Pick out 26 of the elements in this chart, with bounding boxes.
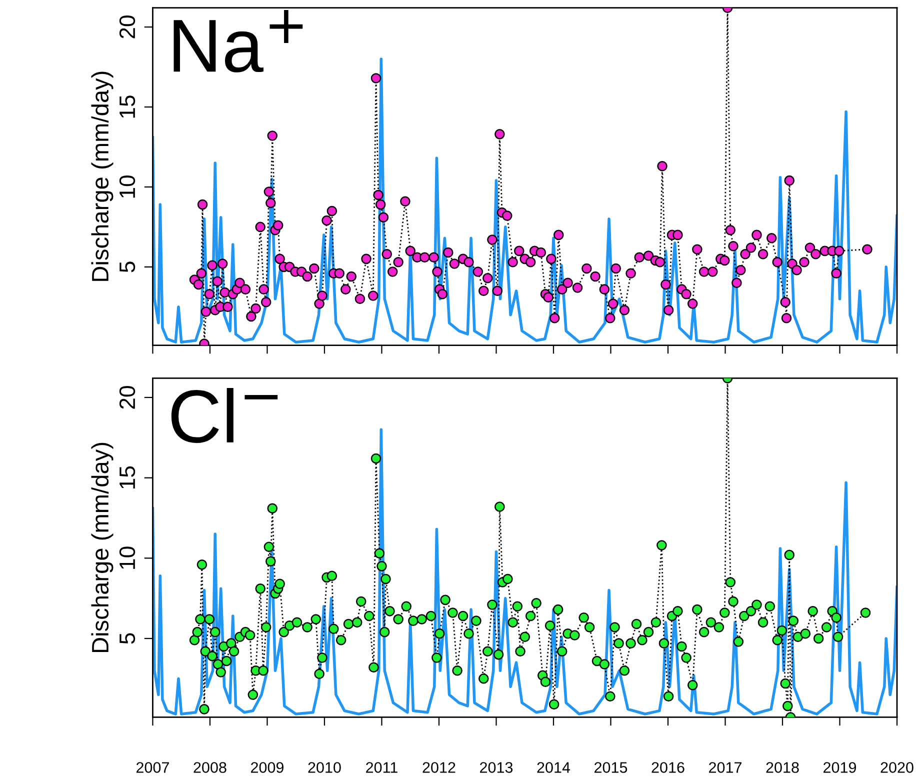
x-tick-label: 2017: [709, 762, 742, 773]
y-tick-label: 20: [119, 386, 136, 409]
x-tick-label: 2011: [366, 762, 398, 773]
y-axis-title: Discharge (mm/day): [91, 72, 114, 281]
y-tick-label: 10: [119, 546, 136, 569]
x-tick-label: 2009: [251, 762, 284, 773]
x-tick-label: 2013: [480, 762, 513, 773]
annotation: Cl$^{−}$: [171, 388, 278, 444]
x-tick-label: 2015: [594, 762, 628, 773]
x-tick-label: 2014: [537, 762, 570, 773]
y-tick-label: 15: [120, 466, 136, 488]
y-tick-label: 20: [119, 16, 136, 38]
y-tick-label: 5: [120, 262, 136, 272]
x-tick-label: 2012: [422, 762, 456, 773]
y-axis-title: Discharge (mm/day): [91, 442, 114, 652]
y-tick-label: 10: [119, 175, 136, 198]
x-tick-label: 2018: [766, 762, 799, 773]
x-tick-label: 2008: [194, 762, 226, 773]
y-tick-label: 5: [120, 633, 136, 644]
y-tick-label: 15: [120, 96, 136, 118]
x-tick-label: 2010: [308, 762, 341, 773]
x-tick-label: 2020: [880, 762, 914, 773]
annotation: Na$^{+}$: [174, 10, 303, 72]
x-tick-label: 2019: [824, 762, 856, 773]
x-tick-label: 2007: [136, 762, 169, 773]
x-tick-label: 2016: [652, 762, 684, 773]
